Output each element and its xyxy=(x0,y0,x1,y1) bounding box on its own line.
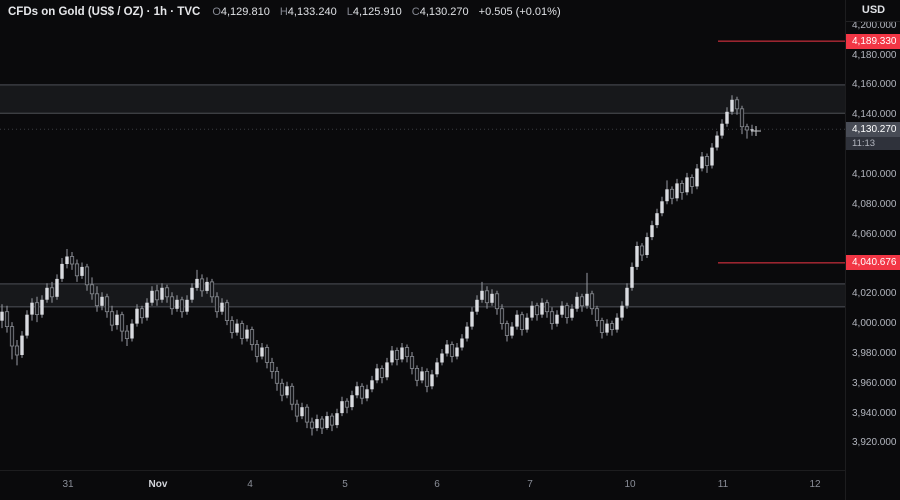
price-tick-label: 4,060.000 xyxy=(852,228,897,240)
time-axis[interactable]: 31 Nov 4 5 6 7 10 11 12 xyxy=(0,470,845,500)
time-tick-label: 10 xyxy=(624,479,636,490)
ohlc-low: L4,125.910 xyxy=(343,6,402,18)
low-label: L xyxy=(346,6,353,18)
alert-price-label: 4,040.676 xyxy=(846,255,900,271)
price-zone xyxy=(0,84,845,114)
price-tick-label: 3,940.000 xyxy=(852,407,897,419)
price-axis[interactable]: USD 4,200.000 4,180.000 4,160.000 4,140.000… xyxy=(845,0,900,500)
time-tick-label: 31 xyxy=(62,479,74,490)
close-label: C xyxy=(411,6,420,18)
ohlc-close: C4,130.270 xyxy=(408,6,469,18)
symbol-legend: CFDs on Gold (US$ / OZ) · 1h · TVC O4,12… xyxy=(8,6,561,18)
high-label: H xyxy=(279,6,288,18)
price-zone xyxy=(0,283,845,307)
price-tick-label: 3,960.000 xyxy=(852,377,897,389)
alert-price-label: 4,189.330 xyxy=(846,33,900,49)
high-value: 4,133.240 xyxy=(287,6,337,18)
price-tick-label: 4,140.000 xyxy=(852,109,897,121)
ohlc-open: O4,129.810 xyxy=(208,6,270,18)
last-price-label: 4,130.270 xyxy=(846,121,900,137)
time-tick-label: 5 xyxy=(342,479,348,490)
open-value: 4,129.810 xyxy=(220,6,270,18)
bar-countdown-label: 11:13 xyxy=(846,136,900,150)
price-tick-label: 3,980.000 xyxy=(852,347,897,359)
time-tick-label: 6 xyxy=(434,479,440,490)
low-value: 4,125.910 xyxy=(352,6,402,18)
price-tick-label: 4,080.000 xyxy=(852,198,897,210)
close-value: 4,130.270 xyxy=(419,6,469,18)
time-tick-label: 12 xyxy=(809,479,821,490)
price-tick-label: 4,200.000 xyxy=(852,19,897,31)
currency-button[interactable]: USD xyxy=(846,0,900,22)
time-tick-label: 7 xyxy=(527,479,533,490)
ohlc-high: H4,133.240 xyxy=(276,6,337,18)
price-tick-label: 4,160.000 xyxy=(852,79,897,91)
open-label: O xyxy=(212,6,221,18)
time-tick-label: 4 xyxy=(247,479,253,490)
price-tick-label: 3,920.000 xyxy=(852,437,897,449)
time-tick-label: Nov xyxy=(148,479,168,490)
price-change: +0.505 (+0.01%) xyxy=(478,6,561,18)
price-tick-label: 4,000.000 xyxy=(852,318,897,330)
price-tick-label: 4,020.000 xyxy=(852,288,897,300)
time-tick-label: 11 xyxy=(717,479,729,490)
chart-canvas[interactable] xyxy=(0,0,845,470)
symbol-title[interactable]: CFDs on Gold (US$ / OZ) · 1h · TVC xyxy=(8,6,201,18)
price-tick-label: 4,100.000 xyxy=(852,168,897,180)
crosshair-cursor xyxy=(751,126,761,136)
price-tick-label: 4,180.000 xyxy=(852,49,897,61)
currency-label: USD xyxy=(861,4,886,16)
